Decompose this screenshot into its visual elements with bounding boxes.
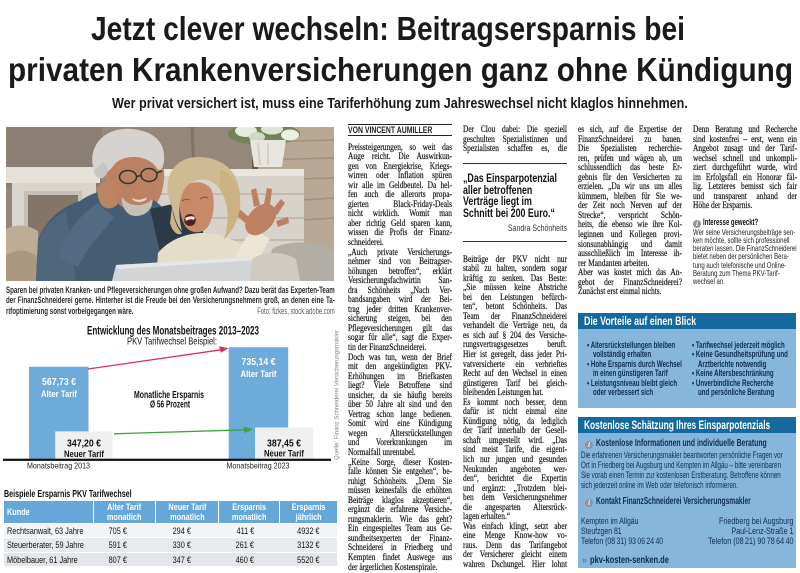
svg-text:347,20 €: 347,20 € — [67, 439, 101, 450]
svg-text:Neuer Tarif: Neuer Tarif — [64, 449, 105, 460]
svg-text:Monatliche Ersparnis: Monatliche Ersparnis — [134, 389, 204, 401]
svg-text:Quelle: Finanz Schneiderei Ver: Quelle: Finanz Schneiderei Versicherungs… — [334, 329, 341, 460]
svg-text:Alter Tarif: Alter Tarif — [41, 389, 78, 400]
svg-text:Alter Tarif: Alter Tarif — [241, 369, 278, 380]
svg-text:735,14 €: 735,14 € — [242, 357, 276, 368]
svg-text:Ø 56 Prozent: Ø 56 Prozent — [150, 399, 190, 411]
svg-text:387,45 €: 387,45 € — [267, 439, 301, 450]
svg-text:Monatsbeitrag 2013: Monatsbeitrag 2013 — [27, 461, 90, 471]
svg-text:567,73 €: 567,73 € — [42, 377, 76, 388]
svg-text:PKV Tarifwechsel Beispiel:: PKV Tarifwechsel Beispiel: — [127, 336, 217, 348]
svg-text:Neuer Tarif: Neuer Tarif — [264, 449, 305, 460]
svg-text:Monatsbeitrag 2023: Monatsbeitrag 2023 — [227, 461, 290, 471]
svg-text:Entwicklung des Monatsbeitrage: Entwicklung des Monatsbeitrages 2013–202… — [87, 326, 259, 338]
